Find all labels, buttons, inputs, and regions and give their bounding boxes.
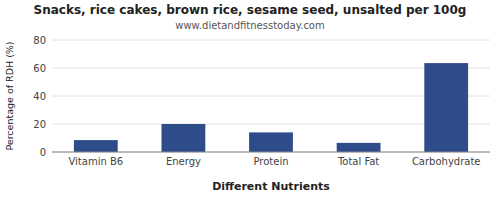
x-axis-line — [52, 152, 490, 153]
bar — [74, 140, 118, 152]
grid-line — [52, 152, 490, 153]
bars — [74, 63, 468, 152]
chart-svg: Snacks, rice cakes, brown rice, sesame s… — [0, 0, 500, 200]
bar — [337, 143, 381, 152]
subtitle: www.dietandfitnesstoday.com — [175, 20, 324, 31]
y-axis-label: Percentage of RDH (%) — [4, 41, 15, 150]
bar — [162, 124, 206, 152]
grid-line — [52, 40, 490, 41]
y-tick-label: 80 — [33, 35, 46, 46]
y-tick-label: 40 — [33, 91, 46, 102]
title: Snacks, rice cakes, brown rice, sesame s… — [34, 3, 467, 17]
y-tick-label: 60 — [33, 63, 46, 74]
y-tick-label: 0 — [40, 147, 46, 158]
x-tick-label: Protein — [253, 156, 288, 167]
x-tick-label: Total Fat — [337, 156, 379, 167]
bar — [249, 132, 293, 152]
y-tick-label: 20 — [33, 119, 46, 130]
bar — [424, 63, 468, 152]
x-tick-label: Carbohydrate — [412, 156, 481, 167]
x-tick-label: Vitamin B6 — [68, 156, 123, 167]
x-tick-label: Energy — [166, 156, 201, 167]
x-axis-label: Different Nutrients — [212, 180, 330, 193]
chart-container: Snacks, rice cakes, brown rice, sesame s… — [0, 0, 500, 200]
